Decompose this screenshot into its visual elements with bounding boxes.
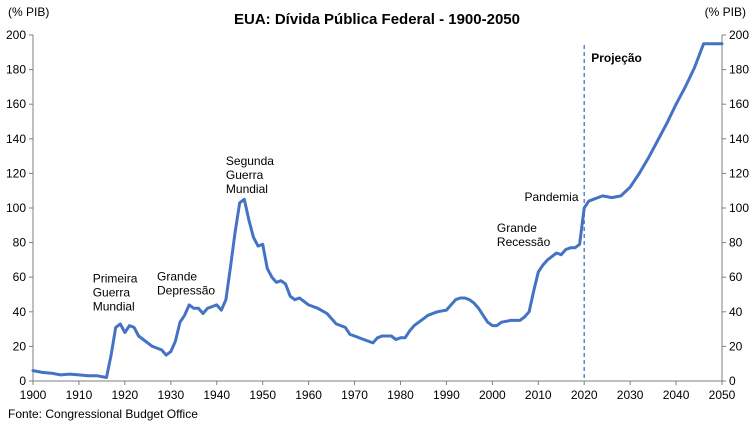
x-tick-label: 1970 — [341, 388, 368, 402]
y-tick-label: 200 — [6, 28, 26, 42]
y-tick-label: 80 — [13, 236, 27, 250]
y-tick-label-right: 180 — [729, 63, 749, 77]
x-tick-label: 2040 — [663, 388, 690, 402]
projection-marker: Projeção — [583, 45, 642, 381]
x-tick-label: 2030 — [617, 388, 644, 402]
y-axis-label-left: (% PIB) — [8, 5, 49, 19]
x-tick-label: 2000 — [479, 388, 506, 402]
y-tick-label: 0 — [19, 374, 26, 388]
annotation-label: Grande Recessão — [497, 221, 551, 249]
annotation-label: Segunda Guerra Mundial — [226, 154, 274, 196]
y-tick-label: 60 — [13, 270, 27, 284]
y-tick-label: 180 — [6, 63, 26, 77]
y-tick-label-right: 20 — [729, 339, 743, 353]
x-tick-label: 1930 — [157, 388, 184, 402]
x-tick-label: 2050 — [709, 388, 736, 402]
x-tick-label: 1950 — [249, 388, 276, 402]
x-tick-label: 1990 — [433, 388, 460, 402]
annotations: Primeira Guerra Mundial Grande Depressão Segu… — [93, 154, 579, 314]
y-tick-label-right: 160 — [729, 97, 749, 111]
y-tick-label-right: 80 — [729, 236, 743, 250]
y-tick-label-right: 0 — [729, 374, 736, 388]
debt-series-line — [31, 42, 724, 379]
x-tick-label: 1900 — [20, 388, 47, 402]
x-tick-label: 1920 — [112, 388, 139, 402]
x-tick-label: 1960 — [295, 388, 322, 402]
y-tick-label-right: 140 — [729, 132, 749, 146]
x-tick-label: 2020 — [571, 388, 598, 402]
y-tick-label: 140 — [6, 132, 26, 146]
y-tick-label-right: 100 — [729, 201, 749, 215]
annotation-label: Primeira Guerra Mundial — [93, 271, 138, 313]
x-tick-label: 1980 — [387, 388, 414, 402]
y-tick-label-right: 120 — [729, 166, 749, 180]
x-tick-label: 1940 — [203, 388, 230, 402]
annotation-label: Pandemia — [524, 190, 578, 204]
y-tick-label-right: 200 — [729, 28, 749, 42]
y-axis-label-right: (% PIB) — [705, 5, 746, 19]
x-tick-label: 1910 — [66, 388, 93, 402]
y-tick-label: 20 — [13, 339, 27, 353]
chart-title: EUA: Dívida Pública Federal - 1900-2050 — [234, 11, 520, 28]
source-note: Fonte: Congressional Budget Office — [8, 407, 198, 421]
y-tick-label-right: 60 — [729, 270, 743, 284]
y-tick-label-right: 40 — [729, 305, 743, 319]
y-tick-label: 40 — [13, 305, 27, 319]
projection-label: Projeção — [591, 51, 642, 65]
y-tick-label: 100 — [6, 201, 26, 215]
annotation-label: Grande Depressão — [157, 270, 215, 298]
y-tick-label: 120 — [6, 166, 26, 180]
x-tick-label: 2010 — [525, 388, 552, 402]
y-tick-label: 160 — [6, 97, 26, 111]
axes — [29, 34, 726, 385]
